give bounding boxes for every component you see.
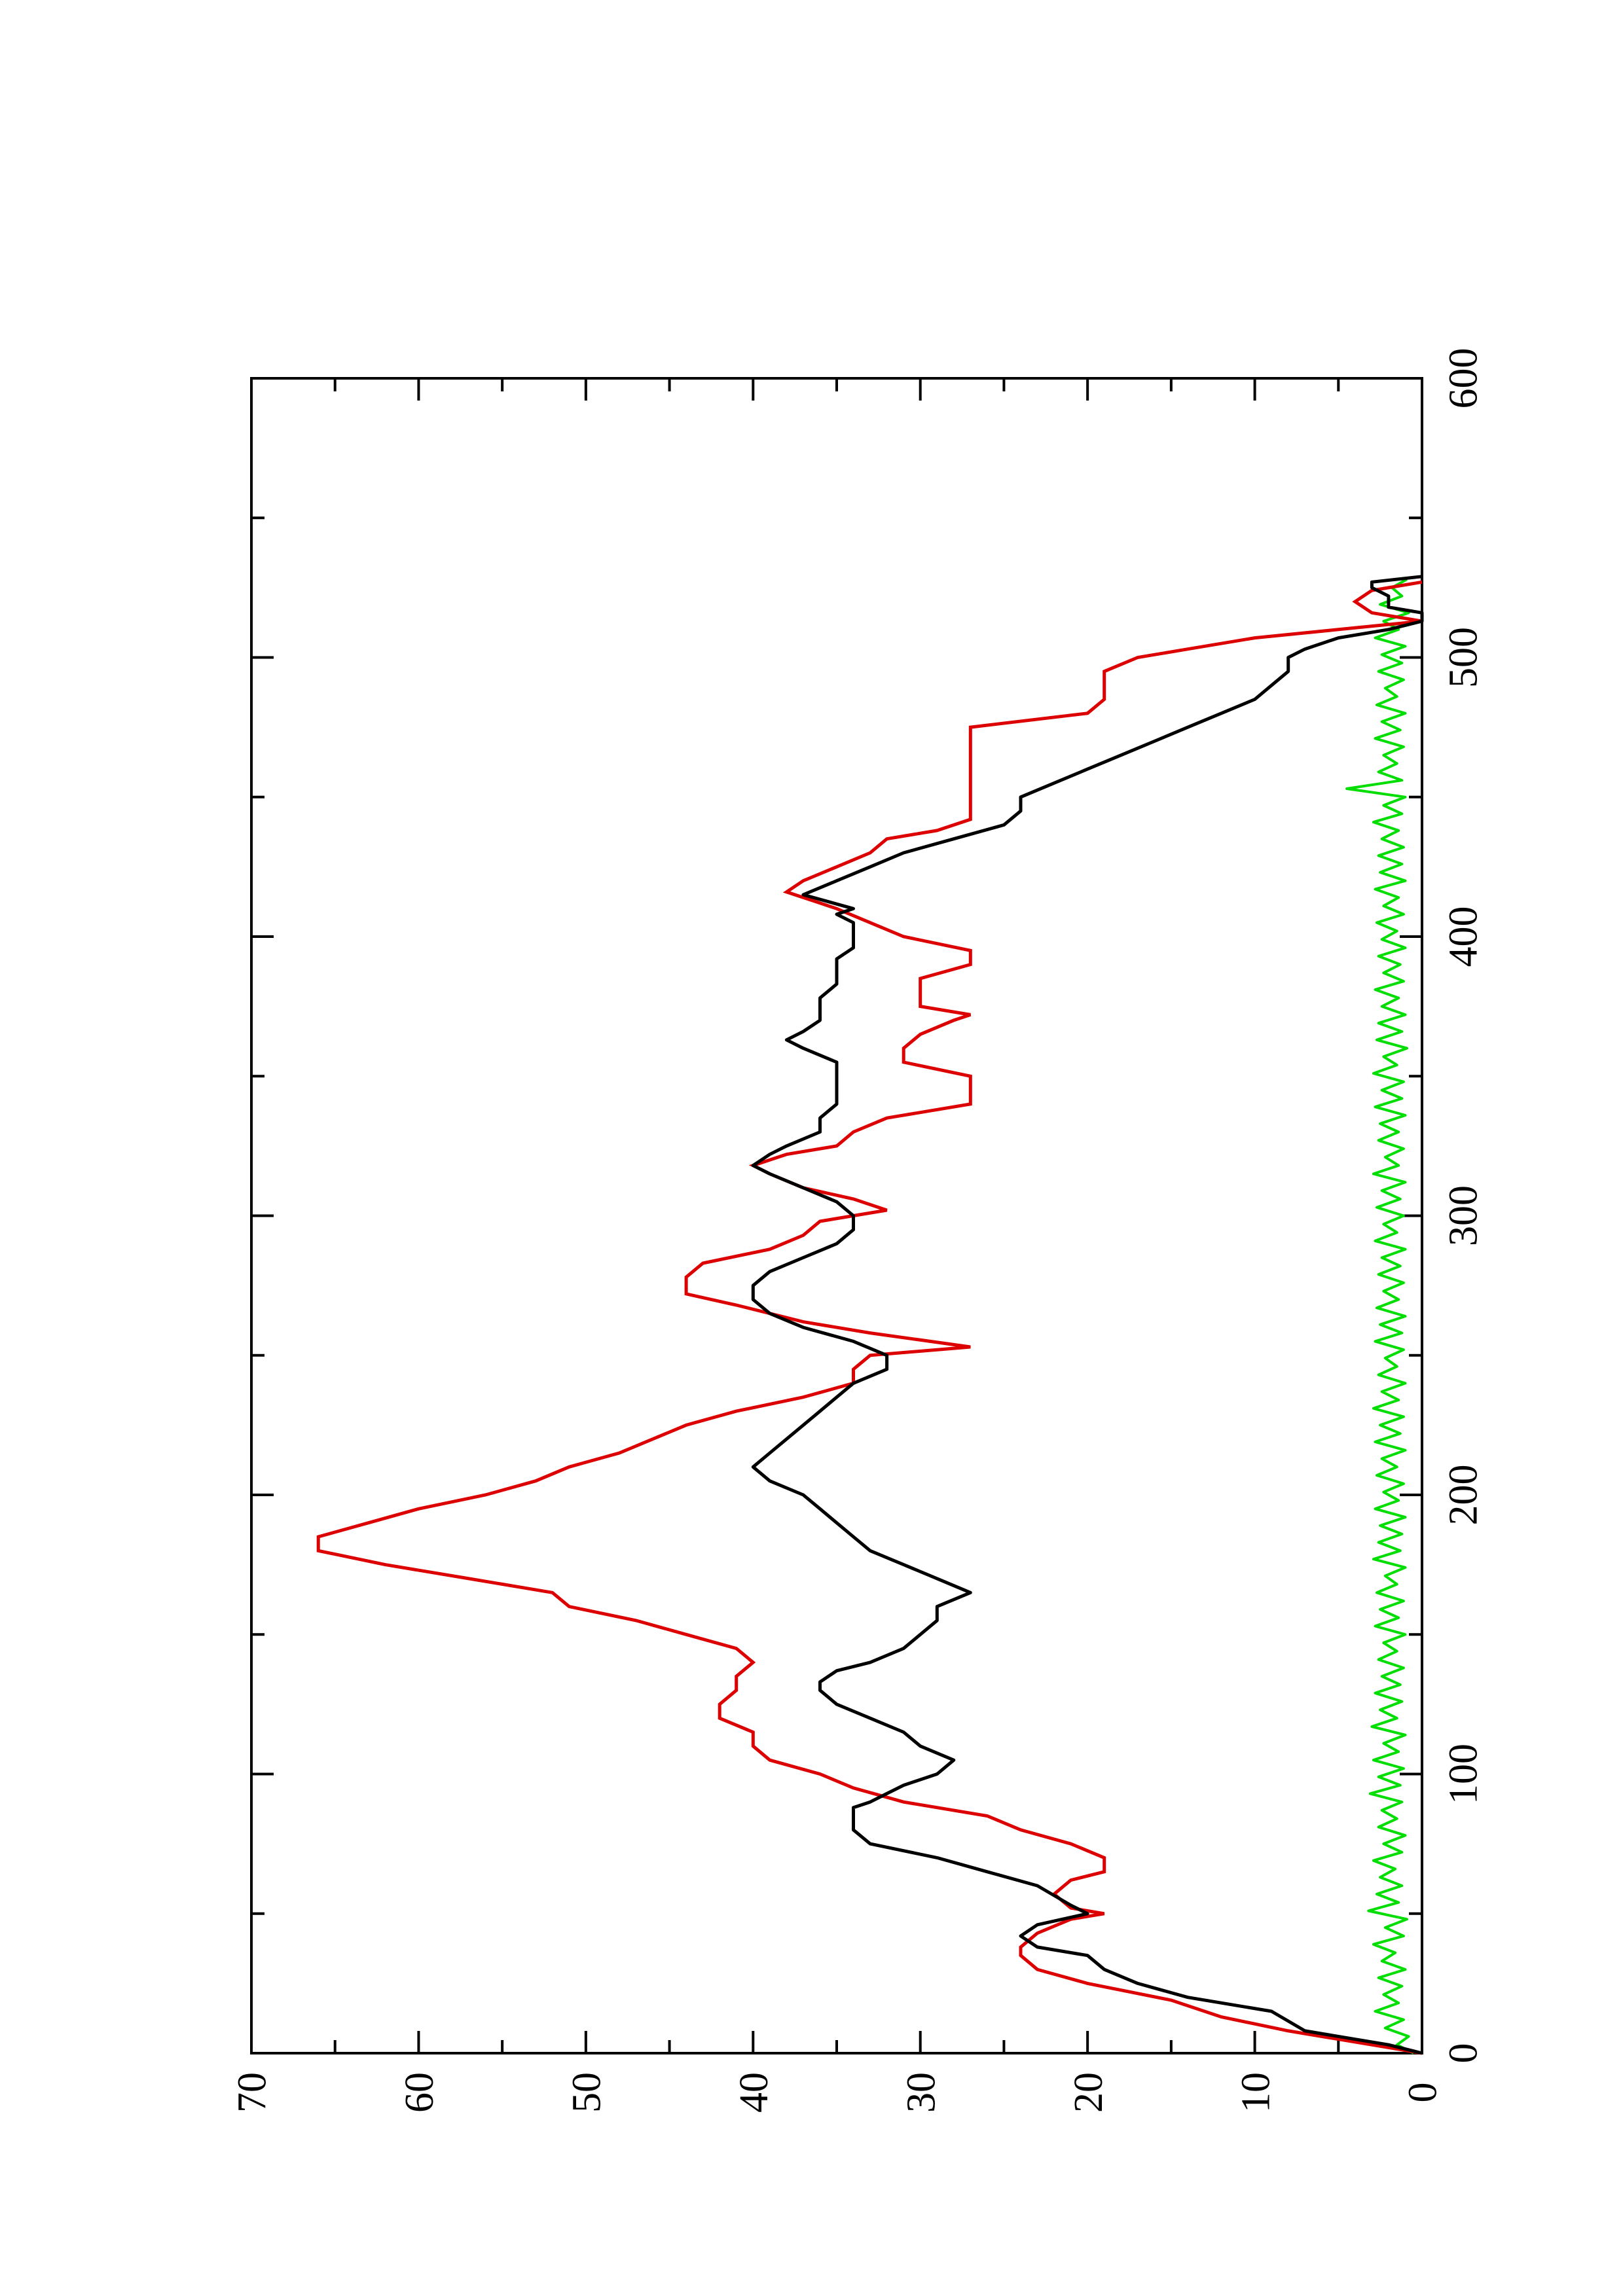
x-tick-label: 100	[1442, 1744, 1486, 1804]
y-tick-label: 60	[397, 2072, 442, 2113]
axis-ticks	[250, 377, 1423, 2054]
tick-labels: 0 100 200 300 400 500 600 0 10 20 30 40 50 60 70	[230, 348, 1486, 2113]
x-tick-label: 600	[1442, 348, 1486, 409]
y-tick-label: 0	[1401, 2083, 1446, 2103]
y-tick-label: 20	[1067, 2072, 1111, 2113]
series-line	[316, 580, 1423, 2055]
x-tick-label: 200	[1442, 1465, 1486, 1526]
series-line	[751, 575, 1424, 2055]
y-tick-label: 40	[732, 2072, 776, 2113]
y-tick-label: 70	[230, 2072, 275, 2113]
y-tick-label: 50	[565, 2072, 610, 2113]
series-layer	[316, 575, 1424, 2055]
plot-area	[250, 377, 1423, 2054]
x-tick-label: 0	[1442, 2043, 1486, 2064]
y-tick-label: 10	[1233, 2072, 1278, 2113]
x-tick-label: 300	[1442, 1185, 1486, 1246]
y-tick-label: 30	[899, 2072, 943, 2113]
series-line	[1345, 578, 1415, 2054]
x-tick-label: 400	[1442, 906, 1486, 967]
x-tick-label: 500	[1442, 627, 1486, 688]
